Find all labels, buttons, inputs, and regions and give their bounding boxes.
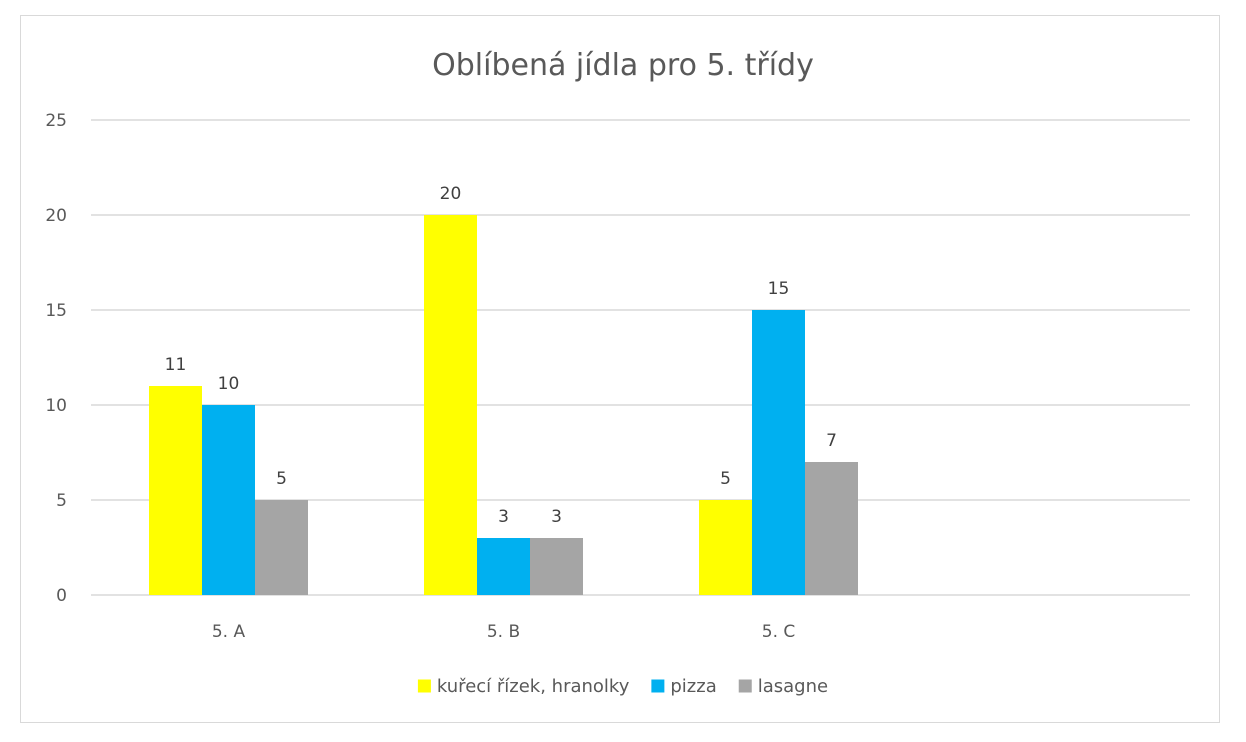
data-label: 3 (551, 507, 562, 527)
y-tick-label: 15 (45, 301, 67, 321)
y-tick-label: 5 (56, 491, 67, 511)
legend-label: lasagne (758, 676, 828, 697)
y-axis-ticks: 0 5 10 15 20 25 (45, 111, 67, 606)
y-tick-label: 0 (56, 586, 67, 606)
x-axis-ticks: 5. A 5. B 5. C (212, 622, 795, 642)
y-tick-label: 25 (45, 111, 67, 131)
bar (805, 462, 858, 595)
legend-swatch (417, 679, 431, 693)
legend-swatch (651, 679, 665, 693)
x-tick-label: 5. B (487, 622, 520, 642)
legend-label: kuřecí řízek, hranolky (437, 676, 630, 697)
bars (149, 215, 858, 595)
data-label: 11 (165, 355, 187, 375)
chart-title: Oblíbená jídla pro 5. třídy (432, 48, 814, 83)
y-tick-label: 10 (45, 396, 67, 416)
data-label: 7 (826, 431, 837, 451)
x-tick-label: 5. C (762, 622, 796, 642)
data-labels: 11 10 5 20 3 3 5 15 7 (165, 184, 837, 527)
data-label: 5 (276, 469, 287, 489)
bar (477, 538, 530, 595)
data-label: 15 (768, 279, 790, 299)
data-label: 3 (498, 507, 509, 527)
bar (752, 310, 805, 595)
bar (699, 500, 752, 595)
legend-label: pizza (670, 676, 716, 697)
bar (255, 500, 308, 595)
legend: kuřecí řízek, hranolky pizza lasagne (417, 676, 828, 697)
bar (530, 538, 583, 595)
data-label: 5 (720, 469, 731, 489)
legend-swatch (738, 679, 752, 693)
bar (424, 215, 477, 595)
data-label: 10 (218, 374, 240, 394)
x-tick-label: 5. A (212, 622, 246, 642)
bar (149, 386, 202, 595)
bar (202, 405, 255, 595)
data-label: 20 (440, 184, 462, 204)
chart-frame: Oblíbená jídla pro 5. třídy 0 5 10 15 20 25 1… (20, 15, 1220, 723)
y-tick-label: 20 (45, 206, 67, 226)
